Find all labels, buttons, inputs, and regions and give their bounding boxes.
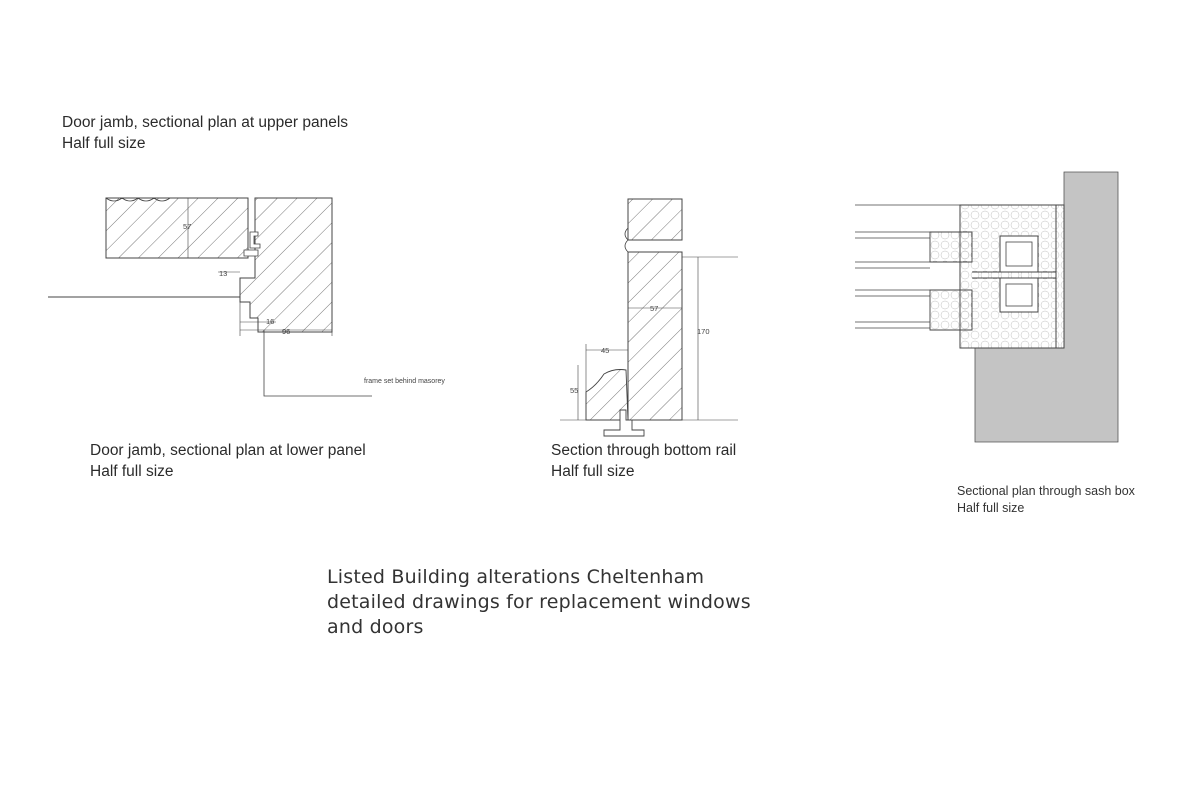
caption-sash-box-title: Sectional plan through sash box [957, 484, 1135, 498]
bottom-rail-section-drawing: 57 170 45 55 [560, 198, 738, 437]
caption-lower-panel: Door jamb, sectional plan at lower panel… [90, 440, 366, 482]
sash-rails [929, 231, 973, 331]
caption-bottom-rail-title: Section through bottom rail [551, 442, 737, 459]
seal-detail [243, 231, 261, 257]
caption-bottom-rail-scale: Half full size [551, 463, 635, 480]
dim-jamb-rebate: 16 [266, 317, 274, 326]
dim-moulding-height: 55 [570, 386, 578, 395]
caption-bottom-rail: Section through bottom rail Half full si… [551, 440, 736, 482]
sheet-title-line-2: detailed drawings for replacement window… [327, 591, 751, 613]
dim-rail-height: 170 [697, 327, 710, 336]
caption-upper-panels-title: Door jamb, sectional plan at upper panel… [62, 114, 349, 131]
caption-sash-box-scale: Half full size [957, 501, 1025, 515]
rail-moulding-edge [624, 227, 629, 253]
sheet-title-line-1: Listed Building alterations Cheltenham [327, 566, 705, 588]
sheet-title: Listed Building alterations Cheltenham d… [327, 565, 751, 640]
dim-moulding-width: 45 [601, 346, 609, 355]
caption-sash-box: Sectional plan through sash box Half ful… [957, 483, 1135, 517]
panel-section [105, 197, 249, 259]
dim-rail-thickness: 57 [650, 304, 658, 313]
sash-box-frame [959, 204, 1065, 349]
threshold-weatherbar [603, 409, 645, 437]
note-frame-set: frame set behind masorey [364, 378, 445, 385]
jamb-section [239, 197, 333, 333]
sash-box-section-drawing [855, 171, 1119, 443]
rail-body [627, 251, 683, 421]
rail-moulding [585, 369, 629, 421]
caption-lower-panel-scale: Half full size [90, 463, 174, 480]
rail-upper-panel [627, 198, 683, 241]
caption-upper-panels: Door jamb, sectional plan at upper panel… [62, 112, 348, 154]
caption-upper-panels-scale: Half full size [62, 135, 146, 152]
sheet-title-line-3: and doors [327, 616, 424, 638]
panel-moulding-edge [105, 197, 171, 202]
door-jamb-section-drawing: 57 13 16 96 frame set behind masorey [48, 197, 445, 397]
dim-jamb-offset: 13 [219, 269, 227, 278]
dim-jamb-depth: 57 [183, 222, 191, 231]
dim-jamb-width: 96 [282, 327, 290, 336]
caption-lower-panel-title: Door jamb, sectional plan at lower panel [90, 442, 366, 459]
